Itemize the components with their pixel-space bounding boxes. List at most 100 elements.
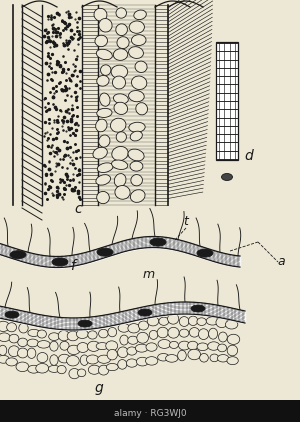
Ellipse shape bbox=[97, 108, 112, 117]
Ellipse shape bbox=[10, 251, 26, 259]
Ellipse shape bbox=[126, 359, 137, 367]
Ellipse shape bbox=[191, 305, 205, 312]
Ellipse shape bbox=[116, 132, 126, 142]
Ellipse shape bbox=[99, 329, 108, 338]
Ellipse shape bbox=[58, 354, 70, 363]
Ellipse shape bbox=[52, 258, 68, 266]
Ellipse shape bbox=[7, 323, 16, 332]
Ellipse shape bbox=[179, 316, 189, 327]
Ellipse shape bbox=[97, 76, 109, 86]
Ellipse shape bbox=[69, 368, 80, 379]
Ellipse shape bbox=[86, 355, 99, 364]
Ellipse shape bbox=[129, 122, 145, 132]
Ellipse shape bbox=[99, 19, 112, 32]
Ellipse shape bbox=[135, 61, 147, 73]
Ellipse shape bbox=[18, 338, 28, 346]
Ellipse shape bbox=[178, 341, 190, 350]
Ellipse shape bbox=[127, 347, 137, 355]
Ellipse shape bbox=[179, 329, 189, 337]
Text: f: f bbox=[70, 259, 75, 273]
Ellipse shape bbox=[218, 332, 227, 342]
Ellipse shape bbox=[197, 318, 206, 325]
Ellipse shape bbox=[100, 65, 111, 76]
Ellipse shape bbox=[130, 161, 143, 171]
Ellipse shape bbox=[130, 190, 145, 203]
Ellipse shape bbox=[178, 350, 186, 361]
Ellipse shape bbox=[0, 321, 10, 332]
Ellipse shape bbox=[96, 343, 108, 349]
Ellipse shape bbox=[27, 348, 36, 358]
Ellipse shape bbox=[149, 330, 158, 339]
Ellipse shape bbox=[77, 343, 88, 352]
Ellipse shape bbox=[118, 360, 127, 369]
Ellipse shape bbox=[206, 317, 219, 325]
Ellipse shape bbox=[197, 343, 208, 351]
Ellipse shape bbox=[98, 355, 111, 363]
Ellipse shape bbox=[77, 369, 86, 377]
Ellipse shape bbox=[168, 327, 179, 338]
Ellipse shape bbox=[97, 163, 113, 173]
Ellipse shape bbox=[0, 333, 10, 341]
Ellipse shape bbox=[118, 347, 128, 357]
Ellipse shape bbox=[137, 332, 148, 343]
Ellipse shape bbox=[50, 355, 58, 365]
Ellipse shape bbox=[128, 324, 140, 333]
Ellipse shape bbox=[99, 135, 110, 147]
Ellipse shape bbox=[76, 330, 88, 338]
Ellipse shape bbox=[146, 357, 158, 365]
Ellipse shape bbox=[58, 330, 69, 341]
Ellipse shape bbox=[48, 365, 60, 372]
Ellipse shape bbox=[97, 192, 109, 204]
Ellipse shape bbox=[199, 329, 209, 340]
Ellipse shape bbox=[110, 118, 126, 132]
Ellipse shape bbox=[188, 349, 201, 360]
Ellipse shape bbox=[225, 320, 238, 329]
Ellipse shape bbox=[0, 355, 10, 363]
Ellipse shape bbox=[147, 316, 159, 326]
Ellipse shape bbox=[28, 329, 40, 336]
Ellipse shape bbox=[113, 49, 128, 60]
Ellipse shape bbox=[114, 173, 126, 187]
Ellipse shape bbox=[80, 355, 88, 365]
Ellipse shape bbox=[100, 93, 110, 106]
Text: m: m bbox=[143, 268, 155, 281]
Ellipse shape bbox=[28, 365, 40, 373]
Ellipse shape bbox=[95, 35, 107, 47]
Ellipse shape bbox=[118, 324, 130, 332]
Ellipse shape bbox=[131, 76, 147, 89]
Ellipse shape bbox=[96, 49, 112, 60]
Ellipse shape bbox=[129, 21, 144, 33]
Ellipse shape bbox=[88, 365, 100, 374]
Ellipse shape bbox=[120, 335, 128, 345]
Ellipse shape bbox=[129, 47, 143, 58]
Ellipse shape bbox=[117, 37, 129, 49]
Ellipse shape bbox=[8, 346, 20, 357]
Ellipse shape bbox=[98, 365, 109, 375]
Text: d: d bbox=[244, 149, 253, 163]
Ellipse shape bbox=[135, 344, 148, 352]
Ellipse shape bbox=[166, 354, 178, 362]
Ellipse shape bbox=[208, 342, 220, 350]
Ellipse shape bbox=[94, 8, 107, 21]
Bar bbox=[216, 42, 238, 160]
Ellipse shape bbox=[158, 354, 169, 361]
Ellipse shape bbox=[113, 94, 128, 104]
Ellipse shape bbox=[134, 10, 146, 19]
Ellipse shape bbox=[138, 321, 148, 330]
Ellipse shape bbox=[97, 248, 113, 256]
Ellipse shape bbox=[60, 341, 69, 350]
Ellipse shape bbox=[129, 91, 144, 102]
Ellipse shape bbox=[138, 309, 152, 316]
Ellipse shape bbox=[112, 146, 128, 161]
Ellipse shape bbox=[19, 323, 28, 333]
Text: a: a bbox=[277, 255, 285, 268]
Ellipse shape bbox=[146, 343, 157, 351]
Ellipse shape bbox=[87, 341, 100, 352]
Ellipse shape bbox=[57, 365, 66, 374]
Ellipse shape bbox=[106, 363, 118, 371]
Ellipse shape bbox=[221, 173, 233, 181]
Ellipse shape bbox=[5, 311, 19, 318]
Ellipse shape bbox=[36, 363, 49, 373]
Ellipse shape bbox=[37, 352, 48, 362]
Ellipse shape bbox=[159, 317, 169, 325]
